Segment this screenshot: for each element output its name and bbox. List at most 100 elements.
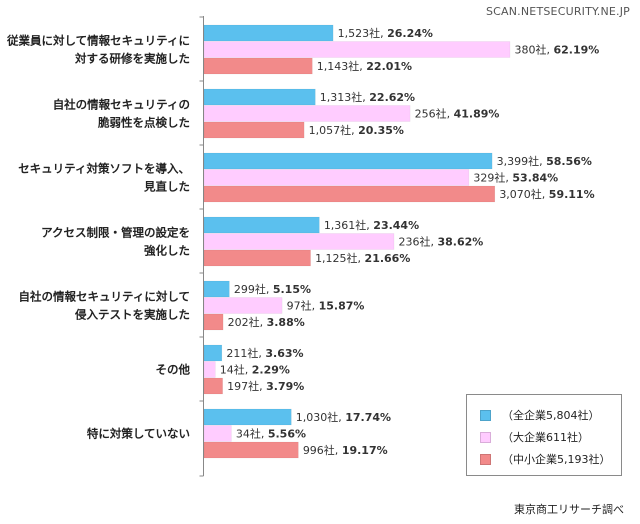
legend-item-all: （全企業5,804社） [467, 404, 621, 426]
category-label: 対する研修を実施した [74, 52, 190, 66]
data-label-count: 236社, [399, 235, 438, 249]
category-label: 脆弱性を点検した [97, 116, 190, 130]
data-label-percent: 5.15% [273, 283, 311, 296]
chart-legend: （全企業5,804社） （大企業611社） （中小企業5,193社） [466, 394, 622, 476]
data-label: 299社, 5.15% [234, 282, 311, 296]
bar-mid [203, 297, 283, 314]
data-label: 1,057社, 20.35% [309, 123, 404, 137]
data-label-percent: 20.35% [358, 124, 404, 137]
data-label-count: 1,361社, [324, 218, 373, 232]
data-label-count: 1,125社, [315, 251, 364, 265]
bar-large [203, 152, 493, 170]
category-label: 従業員に対して情報セキュリティに [6, 34, 190, 48]
data-label-count: 197社, [227, 379, 266, 393]
data-label-percent: 21.66% [365, 252, 411, 265]
data-label-percent: 17.74% [345, 411, 391, 424]
category-label: 見直した [143, 180, 190, 194]
data-label: 97社, 15.87% [287, 299, 365, 313]
data-label-percent: 41.89% [454, 108, 500, 121]
data-label-percent: 3.79% [266, 380, 304, 393]
bar-mid [203, 105, 411, 122]
bar-small [203, 249, 311, 267]
bar-large [203, 280, 230, 298]
data-label: 1,030社, 17.74% [296, 410, 391, 424]
bar-mid [203, 169, 470, 186]
data-label-count: 1,030社, [296, 410, 345, 424]
watermark-text: SCAN.NETSECURITY.NE.JP [485, 5, 630, 18]
data-label-percent: 26.24% [387, 27, 433, 40]
data-label-count: 1,313社, [320, 90, 369, 104]
data-label-percent: 2.29% [252, 364, 290, 377]
legend-item-large: （大企業611社） [467, 426, 621, 448]
category-label: 自社の情報セキュリティに対して [19, 290, 190, 304]
data-label: 1,125社, 21.66% [315, 251, 410, 265]
bar-large [203, 216, 320, 234]
data-label-percent: 62.19% [553, 44, 599, 57]
data-label-count: 256社, [415, 107, 454, 121]
legend-label-large: （大企業611社） [502, 431, 589, 444]
bar-small [203, 121, 305, 139]
data-label-count: 202社, [228, 315, 267, 329]
data-label: 256社, 41.89% [415, 107, 500, 121]
bar-mid [203, 425, 232, 442]
data-label-percent: 3.88% [267, 316, 305, 329]
data-label-percent: 22.01% [366, 60, 412, 73]
data-label-count: 1,523社, [338, 26, 387, 40]
bar-mid [203, 233, 395, 250]
category-label: 侵入テストを実施した [74, 308, 190, 322]
category-label: その他 [156, 363, 191, 377]
data-label-count: 14社, [220, 363, 252, 377]
data-label-count: 97社, [287, 299, 319, 313]
legend-swatch-large [480, 431, 491, 443]
data-label: 236社, 38.62% [399, 235, 484, 249]
category-label: アクセス制限・管理の設定を [41, 226, 190, 240]
data-label: 996社, 19.17% [303, 443, 388, 457]
data-label: 14社, 2.29% [220, 363, 290, 377]
data-label-count: 211社, [226, 346, 265, 360]
data-label: 1,523社, 26.24% [338, 26, 433, 40]
data-label-count: 1,143社, [317, 59, 366, 73]
bar-mid [203, 41, 511, 58]
data-label-percent: 3.63% [265, 347, 303, 360]
legend-swatch-small [480, 453, 491, 465]
bar-small [203, 377, 223, 395]
category-label: 特に対策していない [87, 427, 190, 441]
bar-large [203, 88, 316, 106]
legend-swatch-all [480, 409, 491, 421]
category-label: 自社の情報セキュリティの [53, 98, 190, 112]
data-label-count: 1,057社, [309, 123, 358, 137]
data-label-count: 329社, [473, 171, 512, 185]
data-label: 1,143社, 22.01% [317, 59, 412, 73]
data-label: 202社, 3.88% [228, 315, 305, 329]
data-label-count: 380社, [514, 43, 553, 57]
data-label: 3,399社, 58.56% [497, 154, 592, 168]
data-label-count: 299社, [234, 282, 273, 296]
data-label: 34社, 5.56% [236, 427, 306, 441]
data-label-percent: 58.56% [546, 155, 592, 168]
bar-small [203, 185, 496, 203]
legend-label-all: （全企業5,804社） [502, 409, 600, 422]
bar-mid [203, 361, 216, 378]
data-label: 197社, 3.79% [227, 379, 304, 393]
legend-item-small: （中小企業5,193社） [467, 448, 621, 470]
data-label-percent: 59.11% [549, 188, 595, 201]
data-label-percent: 23.44% [373, 219, 419, 232]
data-label: 329社, 53.84% [473, 171, 558, 185]
data-label: 1,313社, 22.62% [320, 90, 415, 104]
data-label: 380社, 62.19% [514, 43, 599, 57]
bar-large [203, 344, 223, 362]
category-label: 強化した [144, 244, 190, 258]
data-label: 211社, 3.63% [226, 346, 303, 360]
bar-small [203, 57, 313, 75]
data-label-percent: 19.17% [342, 444, 388, 457]
data-label-percent: 38.62% [438, 236, 484, 249]
bar-large [203, 408, 292, 426]
source-note: 東京商工リサーチ調べ [514, 503, 624, 516]
category-label: セキュリティ対策ソフトを導入、 [18, 162, 190, 176]
data-label-count: 3,070社, [499, 187, 548, 201]
data-label-count: 34社, [236, 427, 268, 441]
data-label-percent: 53.84% [512, 172, 558, 185]
legend-label-small: （中小企業5,193社） [502, 453, 611, 466]
data-label-percent: 5.56% [268, 428, 306, 441]
